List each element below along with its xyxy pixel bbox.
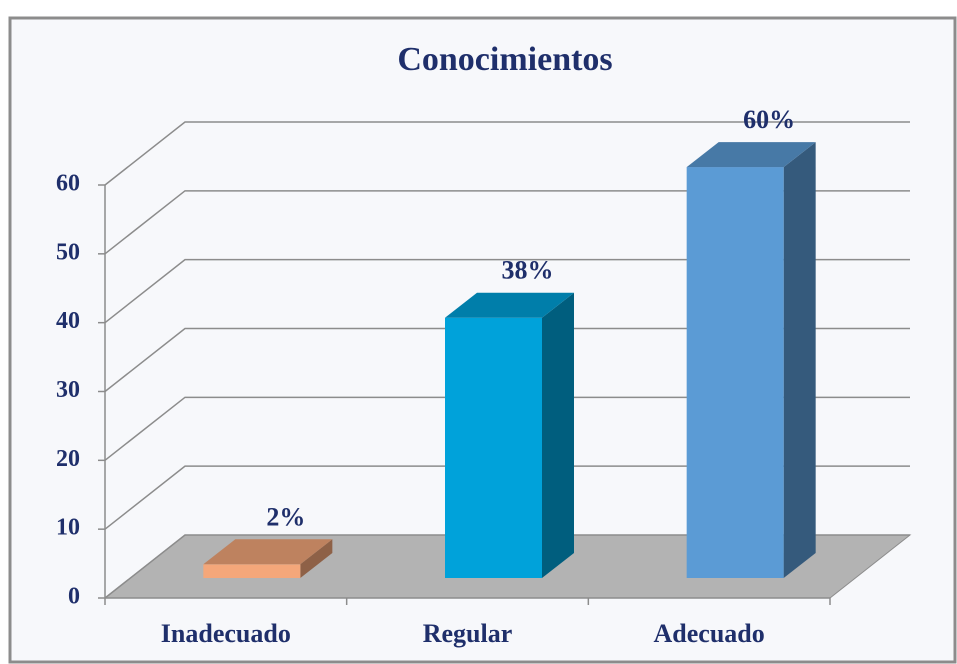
data-label: 2% [266, 502, 305, 531]
x-tick-label: Inadecuado [161, 619, 291, 648]
grid-line [104, 190, 910, 255]
bar-top [445, 292, 574, 318]
bar-side [783, 142, 816, 578]
bar [445, 317, 542, 578]
y-tick-label: 60 [56, 171, 80, 197]
y-tick-label: 50 [56, 239, 80, 265]
y-tick-label: 0 [68, 584, 80, 610]
bar [686, 167, 784, 578]
y-tick-label: 20 [56, 446, 80, 472]
y-tick-label: 40 [56, 308, 80, 334]
plot-area: 0 10 20 30 40 50 60 Inadecuado 2% Regular 38% Adecu… [56, 105, 912, 648]
grid-line [104, 534, 910, 599]
bar-top [686, 142, 816, 168]
grid-line [104, 396, 910, 461]
bar-side [300, 539, 333, 578]
data-label: 60% [743, 105, 795, 134]
x-tick-label: Adecuado [654, 619, 765, 648]
y-tick-label: 30 [56, 377, 80, 403]
bar-side [542, 292, 574, 578]
grid-line [104, 258, 910, 324]
bar-top [203, 539, 333, 565]
x-tick-label: Regular [423, 619, 513, 648]
bar [203, 564, 301, 578]
grid-line [104, 121, 910, 186]
grid-line [104, 465, 910, 530]
y-tick-label: 10 [56, 515, 80, 541]
grid-line [104, 327, 910, 393]
data-label: 38% [502, 256, 554, 285]
chart-title: Conocimientos [397, 41, 612, 78]
